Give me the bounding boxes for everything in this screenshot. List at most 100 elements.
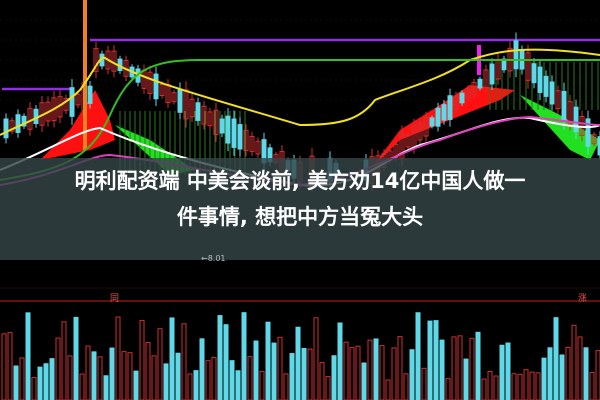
up-candle — [471, 81, 477, 95]
down-candle — [3, 118, 9, 139]
volume-bar-up — [529, 371, 535, 400]
spike-candle — [83, 0, 87, 150]
volume-bar-up — [517, 373, 523, 400]
volume-bar-up — [157, 328, 163, 400]
volume-bar-down — [373, 338, 379, 400]
down-candle — [177, 88, 183, 113]
volume-bar-up — [385, 379, 391, 400]
volume-bar-up — [493, 375, 499, 400]
volume-bar-down — [475, 331, 481, 400]
volume-bar-up — [19, 357, 25, 400]
volume-bar-down — [439, 339, 445, 400]
volume-bar-up — [7, 332, 13, 400]
volume-bar-down — [301, 348, 307, 400]
up-candle — [189, 98, 195, 118]
volume-bar-down — [229, 360, 235, 400]
volume-bar-down — [361, 362, 367, 400]
volume-bar-up — [313, 317, 319, 400]
down-candle — [597, 136, 600, 156]
up-candle — [525, 52, 531, 81]
down-candle — [21, 115, 27, 127]
volume-bar-down — [217, 315, 223, 400]
volume-bar-up — [151, 355, 157, 400]
up-candle — [453, 95, 459, 111]
down-candle — [549, 81, 555, 105]
up-candle — [93, 48, 99, 72]
down-candle — [513, 40, 519, 70]
volume-bar-down — [505, 342, 511, 400]
volume-bar-up — [565, 346, 571, 400]
volume-bar-down — [235, 370, 241, 400]
down-candle — [459, 92, 465, 104]
volume-marker-left: 同 — [110, 294, 120, 304]
volume-bar-down — [427, 320, 433, 400]
volume-bar-up — [523, 369, 529, 400]
volume-bar-up — [145, 341, 151, 400]
volume-bar-up — [457, 335, 463, 400]
up-candle — [213, 109, 219, 136]
volume-bar-up — [355, 345, 361, 400]
volume-bar-down — [133, 370, 139, 400]
volume-bar-up — [589, 372, 595, 400]
volume-bar-up — [259, 370, 265, 400]
volume-bar-up — [349, 347, 355, 400]
volume-bar-up — [277, 336, 283, 400]
volume-bar-up — [247, 356, 253, 400]
volume-bar-up — [307, 348, 313, 400]
up-candle — [567, 101, 573, 125]
up-candle — [483, 69, 489, 89]
volume-bar-up — [319, 362, 325, 400]
volume-bar-down — [91, 351, 97, 400]
down-candle — [153, 73, 159, 100]
volume-bar-down — [163, 363, 169, 400]
volume-bar-down — [199, 338, 205, 400]
headline-line-2: 件事情, 想把中方当冤大头 — [176, 205, 424, 229]
volume-bar-down — [409, 349, 415, 400]
volume-bar-up — [325, 375, 331, 400]
headline-line-1: 明利配资端 中美会谈前, 美方劝14亿中国人做一 — [74, 169, 526, 193]
volume-bar-up — [187, 373, 193, 400]
up-candle — [159, 84, 165, 96]
down-candle — [225, 115, 231, 144]
volume-bar-down — [553, 317, 559, 400]
volume-bar-down — [547, 347, 553, 400]
volume-bar-up — [421, 367, 427, 400]
volume-bar-down — [73, 316, 79, 400]
volume-bar-up — [391, 347, 397, 400]
headline-overlay — [0, 158, 600, 260]
volume-bar-up — [85, 345, 91, 400]
volume-bar-up — [79, 373, 85, 400]
volume-bar-up — [367, 339, 373, 400]
volume-bar-up — [535, 372, 541, 400]
volume-bar-down — [271, 342, 277, 400]
volume-marker-right: 涨 — [578, 294, 588, 304]
volume-bar-up — [397, 336, 403, 400]
volume-bar-up — [451, 336, 457, 400]
up-candle — [75, 93, 81, 106]
volume-bar-up — [577, 336, 583, 400]
volume-bar-down — [193, 370, 199, 400]
up-candle — [255, 140, 261, 155]
volume-bar-down — [109, 347, 115, 400]
bull-ribbon — [370, 85, 515, 170]
volume-bar-up — [61, 321, 67, 400]
up-candle — [405, 134, 411, 148]
volume-bar-down — [49, 358, 55, 400]
volume-bar-down — [583, 347, 589, 400]
volume-bar-up — [379, 345, 385, 400]
bear-ribbon — [520, 95, 600, 160]
headline: 明利配资端 中美会谈前, 美方劝14亿中国人做一 件事情, 想把中方当冤大头 — [0, 163, 600, 235]
volume-bar-up — [115, 316, 121, 400]
volume-bar-up — [571, 324, 577, 400]
volume-bar-down — [331, 355, 337, 400]
volume-bar-up — [205, 360, 211, 400]
volume-bar-down — [13, 365, 19, 400]
volume-bar-up — [127, 352, 133, 400]
down-candle — [489, 63, 495, 85]
volume-bar-up — [55, 337, 61, 400]
volume-bar-up — [67, 355, 73, 400]
volume-bar-up — [121, 351, 127, 400]
volume-bar-down — [265, 321, 271, 400]
down-candle — [15, 114, 21, 133]
